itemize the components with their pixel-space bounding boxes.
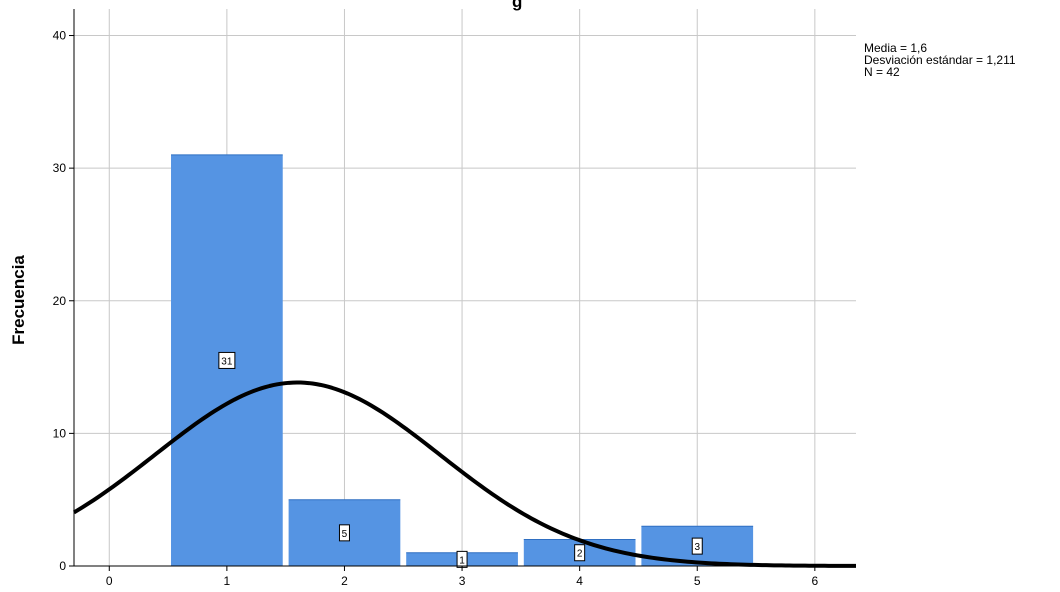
y-axis-label: Frecuencia <box>9 255 28 345</box>
x-tick-label-3: 3 <box>459 574 466 588</box>
data-label-box-1 <box>218 351 236 369</box>
data-label-5: 3 <box>694 542 700 553</box>
x-tick-label-1: 1 <box>224 574 231 588</box>
stats-legend: Media = 1,6 Desviación estándar = 1,211 … <box>864 41 1016 79</box>
normal-curve-layer <box>72 380 857 568</box>
stats-sd: Desviación estándar = 1,211 <box>864 53 1016 67</box>
y-tick-label-1: 10 <box>53 426 67 440</box>
y-tick-label-0: 0 <box>59 559 66 573</box>
y-tick-label-3: 30 <box>53 161 67 175</box>
data-label-box-4 <box>574 544 586 562</box>
data-label-2: 5 <box>342 529 348 540</box>
x-tick-label-0: 0 <box>106 574 113 588</box>
data-label-box-2 <box>338 524 350 542</box>
x-tick-label-6: 6 <box>811 574 818 588</box>
x-tick-label-4: 4 <box>576 574 583 588</box>
data-label-4: 2 <box>577 549 583 560</box>
normal-curve <box>72 380 857 568</box>
y-tick-label-2: 20 <box>53 294 67 308</box>
stats-n: N = 42 <box>864 65 900 79</box>
data-label-layer: 31 5 1 2 3 <box>218 351 703 568</box>
axis-layer: 0 10 20 30 40 0 1 2 3 4 5 6 <box>53 9 856 588</box>
x-tick-label-2: 2 <box>341 574 348 588</box>
data-label-1: 31 <box>221 356 233 367</box>
stats-mean: Media = 1,6 <box>864 41 927 55</box>
data-label-box-5 <box>691 537 703 555</box>
x-tick-label-5: 5 <box>694 574 701 588</box>
y-tick-label-4: 40 <box>53 29 67 43</box>
data-label-3: 1 <box>459 555 465 566</box>
chart-title-fragment: g <box>512 0 522 11</box>
